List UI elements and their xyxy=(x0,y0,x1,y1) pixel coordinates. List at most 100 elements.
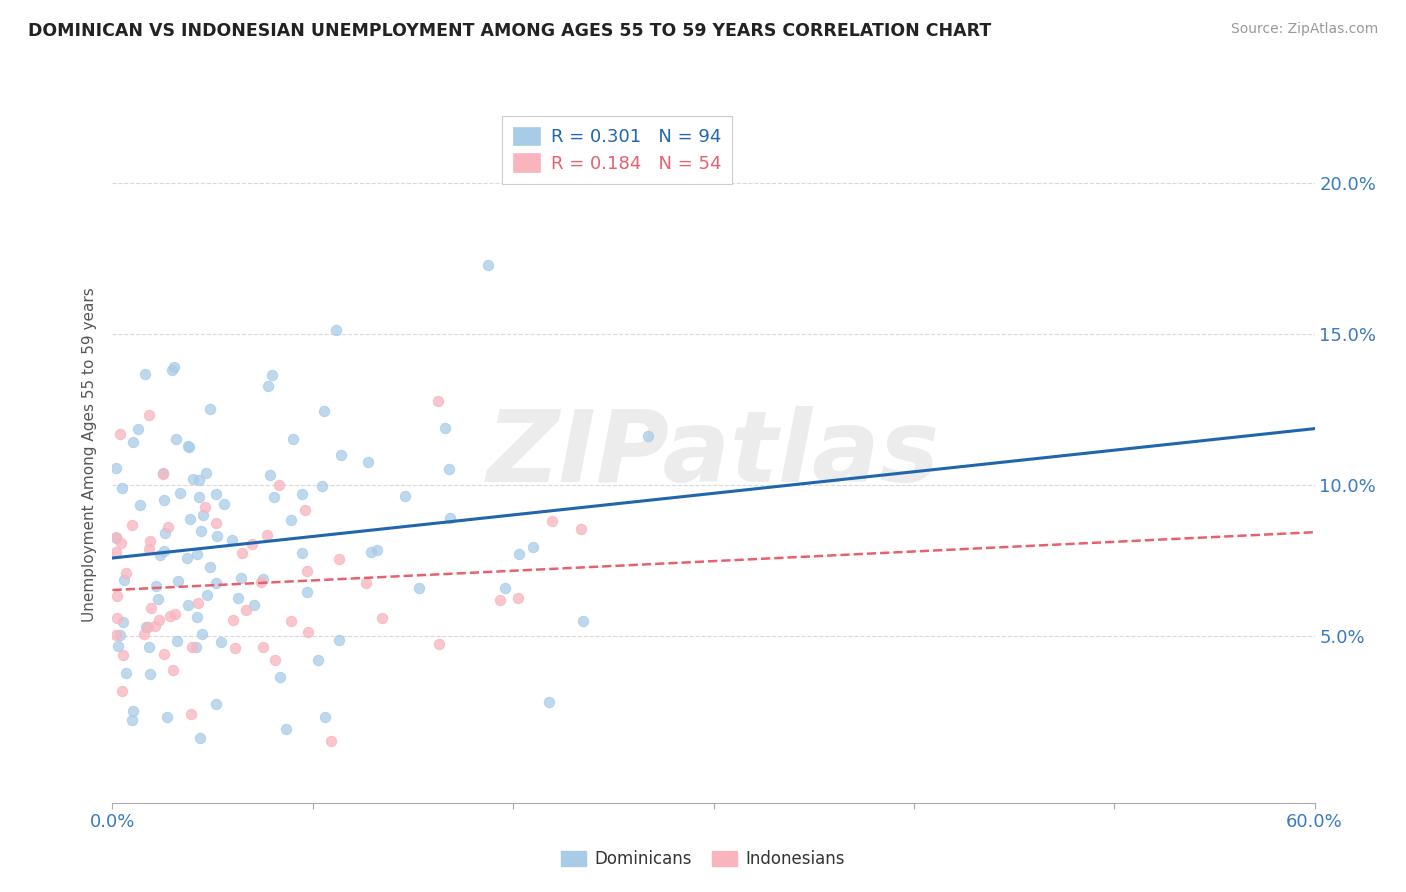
Point xyxy=(394,489,416,503)
Point xyxy=(205,576,228,591)
Point xyxy=(179,512,201,526)
Point xyxy=(263,653,285,667)
Legend: Dominicans, Indonesians: Dominicans, Indonesians xyxy=(554,844,852,875)
Point xyxy=(312,404,335,418)
Point xyxy=(569,522,592,536)
Point xyxy=(139,534,162,549)
Point xyxy=(231,546,253,560)
Point xyxy=(121,714,143,728)
Point xyxy=(188,491,211,505)
Point xyxy=(224,641,246,656)
Point xyxy=(328,552,350,566)
Point xyxy=(115,665,138,680)
Point xyxy=(437,461,460,475)
Point xyxy=(121,704,143,718)
Point xyxy=(360,544,382,558)
Point xyxy=(231,571,253,585)
Point xyxy=(107,640,129,654)
Point xyxy=(149,548,172,562)
Point xyxy=(135,620,157,634)
Point xyxy=(249,575,271,590)
Point xyxy=(153,544,176,558)
Point xyxy=(157,520,180,534)
Point xyxy=(152,647,174,661)
Point xyxy=(506,591,529,606)
Point xyxy=(110,535,132,549)
Point xyxy=(152,467,174,481)
Point xyxy=(179,440,201,454)
Point xyxy=(176,550,198,565)
Point xyxy=(160,363,183,377)
Point xyxy=(110,426,132,441)
Point xyxy=(354,575,377,590)
Point xyxy=(190,524,212,538)
Point xyxy=(281,432,304,446)
Point xyxy=(105,611,128,625)
Point xyxy=(252,573,274,587)
Point xyxy=(134,367,156,381)
Point xyxy=(152,466,174,480)
Point xyxy=(146,592,169,607)
Point xyxy=(115,566,138,580)
Point xyxy=(138,640,160,654)
Point xyxy=(522,541,544,555)
Point xyxy=(169,485,191,500)
Point xyxy=(105,545,128,559)
Point xyxy=(183,472,205,486)
Point xyxy=(325,323,347,337)
Point xyxy=(145,579,167,593)
Point xyxy=(240,537,263,551)
Point xyxy=(291,487,314,501)
Point xyxy=(297,624,319,639)
Point xyxy=(263,490,285,504)
Point xyxy=(111,648,134,662)
Point xyxy=(162,359,184,374)
Point xyxy=(314,710,336,724)
Point xyxy=(371,611,394,625)
Point xyxy=(235,603,257,617)
Point xyxy=(541,514,564,528)
Point xyxy=(571,615,593,629)
Point xyxy=(105,628,128,642)
Point xyxy=(366,542,388,557)
Point xyxy=(111,615,134,629)
Point xyxy=(209,635,232,649)
Point xyxy=(112,573,135,587)
Point xyxy=(194,500,217,515)
Point xyxy=(121,518,143,533)
Point xyxy=(408,582,430,596)
Point xyxy=(105,589,128,603)
Point xyxy=(156,710,179,724)
Point xyxy=(311,478,333,492)
Point xyxy=(108,628,131,642)
Point xyxy=(111,481,134,495)
Point xyxy=(191,627,214,641)
Point xyxy=(269,670,291,684)
Point xyxy=(193,508,215,523)
Point xyxy=(252,640,274,654)
Point xyxy=(637,429,659,443)
Point xyxy=(294,503,316,517)
Point xyxy=(166,574,188,589)
Point xyxy=(186,547,208,561)
Point xyxy=(205,516,228,530)
Point xyxy=(188,731,211,745)
Point xyxy=(205,697,228,711)
Point xyxy=(129,498,152,512)
Point xyxy=(357,455,380,469)
Point xyxy=(139,601,162,615)
Point xyxy=(242,598,264,612)
Point xyxy=(159,608,181,623)
Point xyxy=(138,542,160,557)
Point xyxy=(194,466,217,480)
Point xyxy=(143,618,166,632)
Point xyxy=(181,640,204,655)
Point xyxy=(291,546,314,560)
Point xyxy=(122,435,145,450)
Point xyxy=(433,421,456,435)
Point xyxy=(269,477,291,491)
Point xyxy=(205,486,228,500)
Point xyxy=(155,526,177,541)
Point xyxy=(319,734,342,748)
Point xyxy=(163,607,186,621)
